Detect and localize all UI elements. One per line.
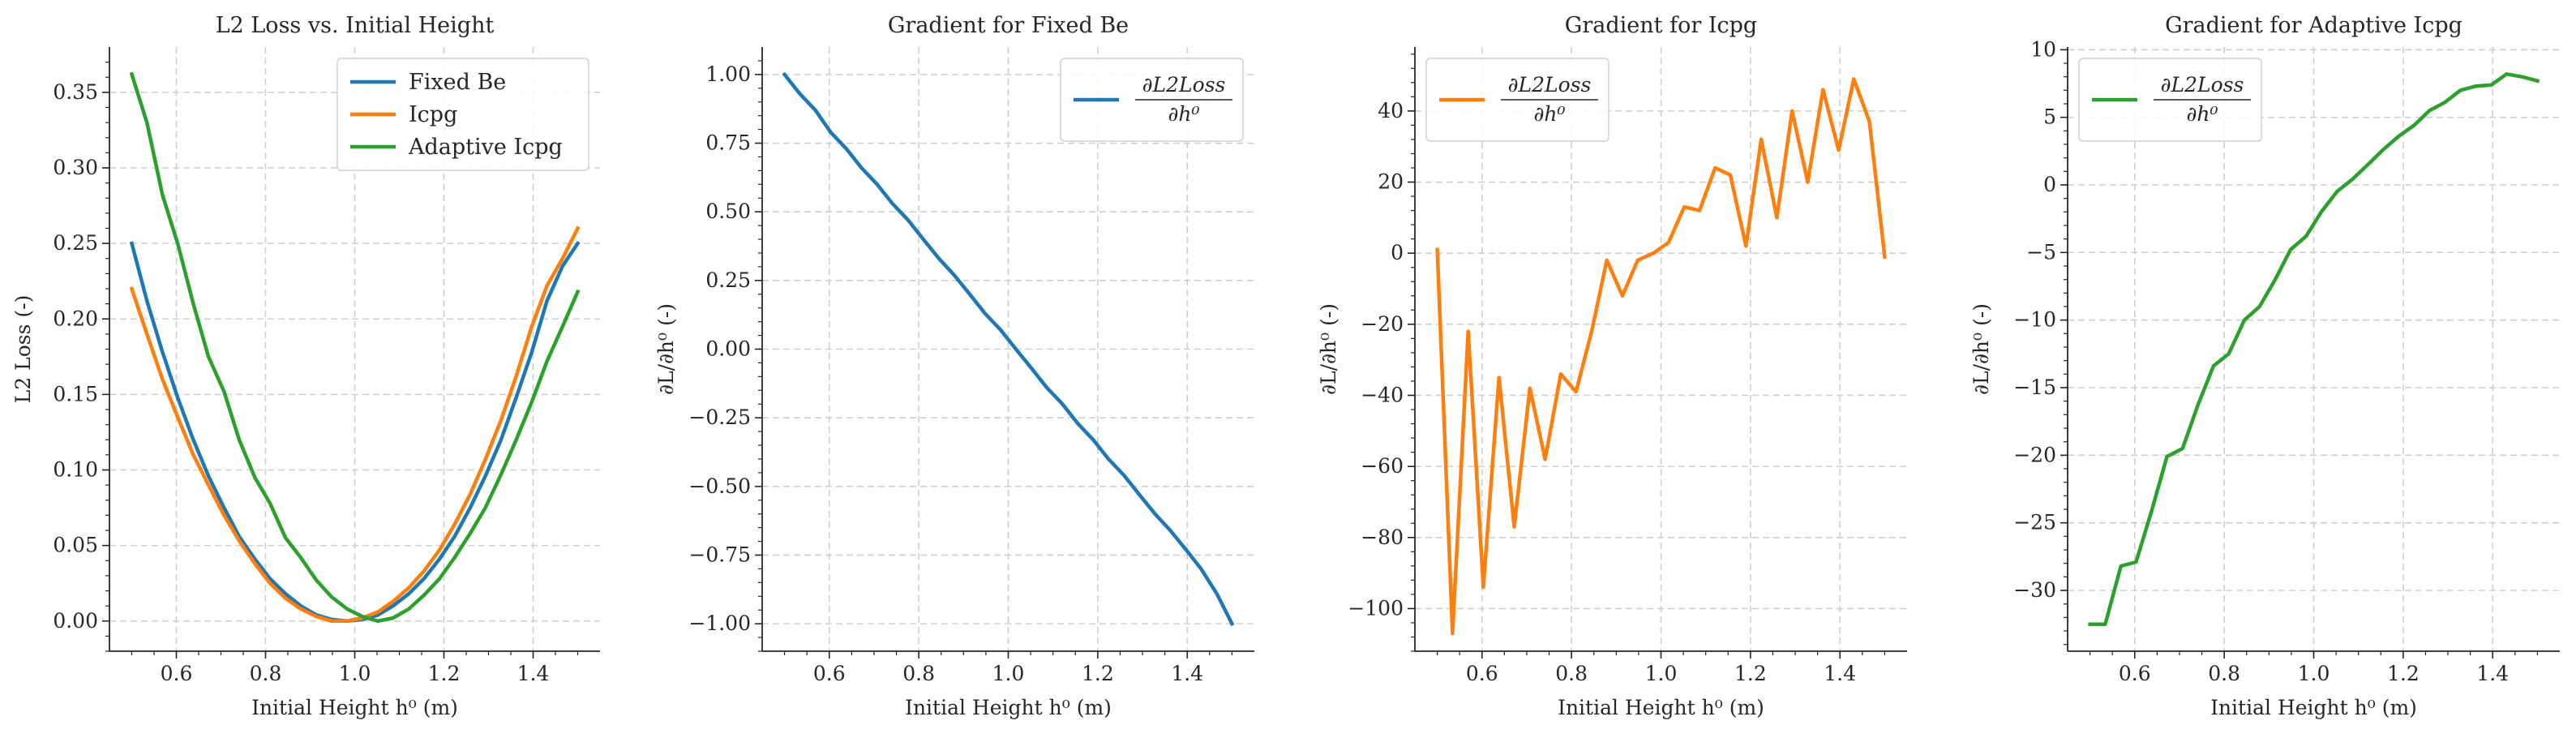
- x-axis-label: Initial Height h⁰ (m): [1558, 696, 1764, 719]
- y-tick-label: 0.25: [705, 268, 751, 292]
- y-tick-label: −1.00: [688, 611, 751, 635]
- y-tick-label: 1.00: [705, 62, 751, 86]
- y-tick-label: 0.25: [53, 231, 98, 255]
- x-tick-label: 1.0: [2298, 662, 2330, 685]
- x-tick-label: 0.6: [161, 662, 193, 685]
- x-tick-label: 1.0: [992, 662, 1025, 685]
- chart-1: 0.6 0.8 1.0 1.2 1.4 0.00 0.05 0.10 0.15 0.20 0.25 0…: [11, 13, 600, 719]
- y-tick-label: 0.15: [53, 382, 98, 405]
- x-tick-label: 1.2: [1082, 662, 1114, 685]
- x-tick-label: 0.8: [1555, 662, 1588, 685]
- x-axis-label: Initial Height h⁰ (m): [251, 696, 458, 719]
- x-tick-label: 1.0: [339, 662, 371, 685]
- y-axis-label: ∂L/∂h⁰ (-): [654, 303, 678, 395]
- legend: ∂L2Loss ∂h⁰: [1425, 58, 1609, 142]
- y-tick-label: 0.50: [705, 200, 751, 223]
- x-tick-label: 0.6: [1466, 662, 1498, 685]
- y-tick-label: −0.75: [688, 543, 751, 566]
- legend: Fixed Be Icpg Adaptive Icpg: [336, 58, 589, 171]
- y-tick-label: −10: [2013, 308, 2056, 332]
- x-tick-label: 1.4: [1171, 662, 1203, 685]
- y-tick-label: 0.00: [705, 337, 751, 361]
- chart-2: 0.6 0.8 1.0 1.2 1.4 −1.00 −0.75 −0.50 −0.25 0.00 0…: [654, 13, 1254, 719]
- legend-label-denominator: ∂h⁰: [1168, 102, 1199, 126]
- y-tick-label: −5: [2026, 240, 2056, 264]
- x-tick-label: 1.2: [1734, 662, 1767, 685]
- y-tick-label: 5: [2043, 105, 2056, 129]
- series-line: [129, 225, 581, 624]
- x-tick-label: 1.4: [2476, 662, 2509, 685]
- y-tick-label: 0: [2043, 173, 2056, 196]
- series-line: [129, 71, 581, 624]
- x-axis-label: Initial Height h⁰ (m): [905, 696, 1112, 719]
- y-tick-label: −100: [1348, 596, 1404, 620]
- y-axis-label: L2 Loss (-): [11, 295, 35, 404]
- x-axis-label: Initial Height h⁰ (m): [2210, 696, 2417, 719]
- x-tick-label: 1.2: [2387, 662, 2420, 685]
- y-tick-label: −20: [1361, 312, 1404, 336]
- y-tick-label: −20: [2013, 443, 2056, 466]
- legend-label: ∂L2Loss: [2161, 73, 2244, 97]
- y-tick-label: −40: [1361, 383, 1404, 406]
- legend: ∂L2Loss ∂h⁰: [1060, 58, 1244, 142]
- x-tick-label: 1.4: [517, 662, 550, 685]
- x-tick-label: 0.8: [250, 662, 282, 685]
- y-tick-label: −25: [2013, 511, 2056, 534]
- x-tick-label: 0.8: [2208, 662, 2240, 685]
- y-tick-label: 20: [1378, 170, 1404, 194]
- chart-title: Gradient for Fixed Be: [888, 13, 1129, 38]
- chart-title: Gradient for Icpg: [1565, 13, 1757, 38]
- y-tick-label: 0.10: [53, 458, 98, 482]
- x-tick-label: 0.6: [813, 662, 846, 685]
- x-tick-label: 0.8: [902, 662, 935, 685]
- y-tick-label: 40: [1378, 99, 1404, 122]
- y-tick-label: −15: [2013, 375, 2056, 399]
- y-tick-label: 0.30: [53, 156, 98, 179]
- y-tick-label: −30: [2013, 578, 2056, 602]
- legend-label: ∂L2Loss: [1142, 73, 1226, 97]
- y-tick-label: 0: [1391, 241, 1404, 264]
- y-tick-label: −80: [1361, 526, 1404, 549]
- y-tick-label: 0.20: [53, 307, 98, 330]
- x-tick-label: 1.0: [1645, 662, 1678, 685]
- legend-box: [336, 58, 589, 171]
- y-tick-label: 0.35: [53, 80, 98, 104]
- y-tick-label: 0.05: [53, 534, 98, 557]
- y-tick-label: −0.50: [688, 474, 751, 498]
- x-tick-label: 0.6: [2119, 662, 2151, 685]
- chart-4: 0.6 0.8 1.0 1.2 1.4 −30 −25 −20 −15 −10 −5 0 5 10 Grad…: [1970, 13, 2560, 719]
- y-tick-label: −60: [1361, 454, 1404, 478]
- y-tick-label: 0.75: [705, 131, 751, 155]
- legend-label: Icpg: [409, 102, 457, 127]
- legend: ∂L2Loss ∂h⁰: [2078, 58, 2262, 142]
- legend-label: Adaptive Icpg: [408, 135, 563, 160]
- y-tick-label: −0.25: [688, 405, 751, 429]
- legend-label-denominator: ∂h⁰: [2186, 102, 2218, 126]
- chart-3: 0.6 0.8 1.0 1.2 1.4 −100 −80 −60 −40 −20 0 20 40 Grad…: [1317, 13, 1907, 719]
- series-line: [1435, 77, 1887, 636]
- x-tick-label: 1.2: [428, 662, 461, 685]
- y-axis-label: ∂L/∂h⁰ (-): [1970, 303, 1993, 395]
- y-tick-label: 0.00: [53, 609, 98, 633]
- y-axis-label: ∂L/∂h⁰ (-): [1317, 303, 1340, 395]
- series-line: [782, 71, 1235, 627]
- y-tick-label: 10: [2030, 37, 2056, 61]
- chart-title: L2 Loss vs. Initial Height: [216, 13, 495, 38]
- chart-title: Gradient for Adaptive Icpg: [2165, 13, 2462, 38]
- legend-label-denominator: ∂h⁰: [1533, 102, 1565, 126]
- series-line: [2088, 72, 2540, 626]
- x-tick-label: 1.4: [1824, 662, 1856, 685]
- legend-label: Fixed Be: [409, 70, 506, 95]
- legend-label: ∂L2Loss: [1508, 73, 1592, 97]
